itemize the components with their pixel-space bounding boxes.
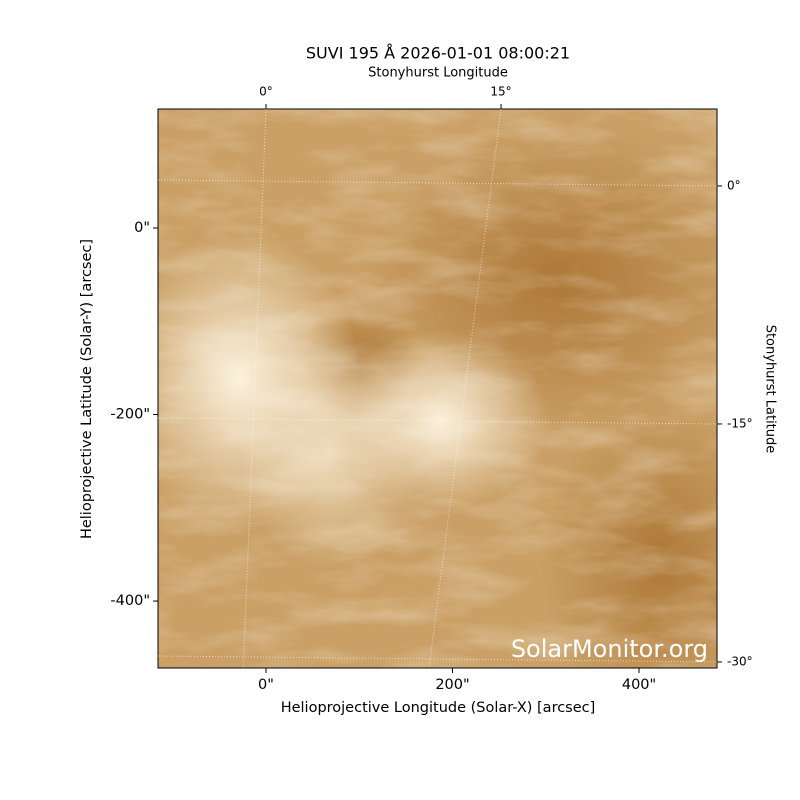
y-tick-label: -200" (110, 407, 150, 423)
right-tick-label: -30° (727, 654, 753, 668)
y-axis-label: Helioprojective Latitude (Solar-Y) [arcs… (79, 239, 95, 539)
latitude-grid-line (157, 417, 718, 425)
watermark: SolarMonitor.org (511, 635, 708, 663)
x-axis-label: Helioprojective Longitude (Solar-X) [arc… (281, 700, 596, 716)
top-axis-label: Stonyhurst Longitude (368, 66, 508, 81)
y-tick-label: 0" (134, 220, 150, 236)
x-tick-label: 400" (622, 677, 656, 693)
latitude-grid-line (157, 179, 718, 187)
solar-image (158, 109, 717, 668)
title: SUVI 195 Å 2026-01-01 08:00:21 (306, 44, 570, 63)
top-tick-label: 15° (490, 85, 511, 99)
right-tick-label: -15° (727, 416, 753, 430)
top-tick-label: 0° (259, 85, 273, 99)
latitude-grid-line (157, 655, 718, 663)
longitude-grid-line (428, 108, 502, 669)
y-tick-label: -400" (110, 593, 150, 609)
plot-frame (157, 108, 718, 669)
x-tick-label: 200" (435, 677, 469, 693)
right-tick-label: 0° (727, 178, 741, 192)
right-axis-label: Stonyhurst Latitude (763, 325, 778, 454)
longitude-grid-line (242, 108, 267, 669)
x-tick-label: 0" (258, 677, 274, 693)
